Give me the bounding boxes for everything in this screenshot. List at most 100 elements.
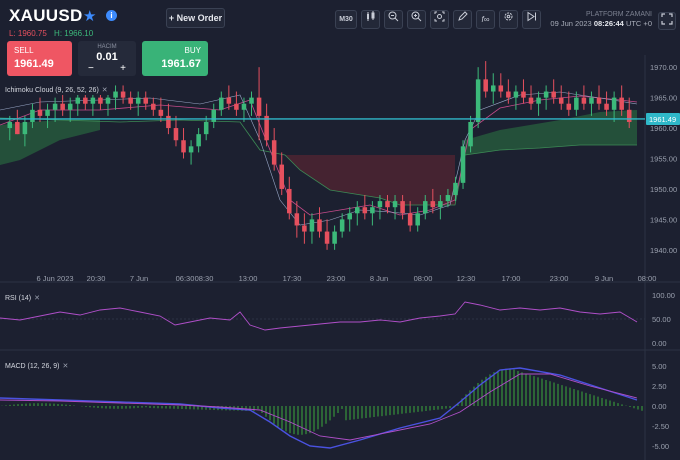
platform-label: PLATFORM ZAMANI: [586, 11, 652, 18]
bull-candle: [438, 201, 443, 208]
bear-candle: [407, 213, 413, 226]
bull-candle: [513, 91, 519, 98]
settings-gear-icon[interactable]: [499, 10, 518, 29]
price-tick-label: 1950.00: [650, 185, 677, 194]
platform-time: PLATFORM ZAMANI 09 Jun 2023 08:26:44 UTC…: [540, 11, 652, 28]
draw-pencil-icon[interactable]: [453, 10, 472, 29]
platform-clock-readout: 09 Jun 2023 08:26:44 UTC +0: [540, 19, 652, 28]
zoom-out-icon[interactable]: [384, 10, 403, 29]
rsi-tick-label: 50.00: [652, 315, 671, 324]
bull-candle: [309, 219, 315, 232]
bear-candle: [181, 140, 186, 153]
bear-candle: [294, 213, 300, 226]
buy-label: BUY: [184, 46, 201, 55]
bull-candle: [574, 97, 579, 110]
info-icon[interactable]: i: [106, 10, 117, 21]
bull-candle: [52, 103, 58, 110]
bull-candle: [611, 97, 617, 110]
bear-candle: [83, 97, 88, 104]
time-tick-label: 17:30: [283, 274, 302, 283]
timeframe-button[interactable]: M30: [335, 10, 357, 29]
zoom-in-icon[interactable]: [407, 10, 426, 29]
bear-candle: [226, 97, 232, 104]
bull-candle: [415, 213, 420, 226]
bear-candle: [98, 97, 103, 104]
price-tick-label: 1960.00: [650, 124, 677, 133]
trade-header: XAUUSD ★ i L: 1960.75 H: 1966.10 + New O…: [0, 0, 680, 82]
bull-candle: [536, 97, 541, 104]
buy-price: 1961.67: [161, 58, 201, 70]
buy-button[interactable]: BUY 1961.67: [142, 41, 208, 76]
bear-candle: [166, 115, 171, 129]
close-icon[interactable]: ✕: [101, 87, 108, 94]
bull-candle: [135, 97, 141, 104]
bear-candle: [302, 225, 307, 232]
candle-type-icon[interactable]: [361, 10, 380, 29]
time-tick-label: 6 Jun 2023: [36, 274, 73, 283]
bear-candle: [287, 188, 292, 214]
time-tick-label: 08:00: [638, 274, 657, 283]
bull-candle: [355, 207, 360, 214]
ichimoku-legend[interactable]: Ichimoku Cloud (9, 26, 52, 26) ✕: [3, 85, 110, 95]
bear-candle: [37, 109, 43, 116]
bull-candle: [188, 146, 194, 153]
bear-candle: [256, 97, 262, 116]
lot-value[interactable]: 0.01: [96, 51, 118, 63]
bull-candle: [589, 97, 594, 104]
bear-candle: [120, 91, 126, 98]
time-tick-label: 8 Jun: [370, 274, 388, 283]
bear-candle: [362, 207, 368, 214]
bull-candle: [203, 121, 209, 135]
close-icon[interactable]: ✕: [34, 295, 40, 302]
close-icon[interactable]: ✕: [62, 363, 69, 370]
indicator-fx-icon[interactable]: f∞: [476, 10, 495, 29]
bear-candle: [558, 97, 564, 104]
bull-candle: [453, 182, 458, 196]
current-price-tag: [646, 112, 680, 125]
time-tick-label: 7 Jun: [130, 274, 148, 283]
screenshot-icon[interactable]: [430, 10, 449, 29]
lot-size-stepper: HACIM 0.01 − +: [78, 41, 136, 76]
bear-candle: [528, 97, 534, 104]
bear-candle: [498, 85, 504, 92]
rsi-legend[interactable]: RSI (14) ✕: [3, 293, 42, 303]
bear-candle: [279, 164, 284, 189]
fullscreen-icon[interactable]: [658, 12, 676, 30]
rsi-tick-label: 100.00: [652, 291, 675, 300]
bear-candle: [317, 219, 322, 232]
bear-candle: [626, 109, 632, 122]
bull-candle: [196, 134, 201, 147]
bull-candle: [90, 97, 96, 104]
macd-tick-label: 5.00: [652, 362, 667, 371]
macd-line: [0, 367, 638, 449]
symbol-title[interactable]: XAUUSD: [9, 6, 83, 25]
cloud-bear-area: [285, 155, 455, 205]
bull-candle: [45, 109, 50, 116]
bear-candle: [143, 97, 149, 104]
sell-price: 1961.49: [14, 58, 54, 70]
macd-legend[interactable]: MACD (12, 26, 9) ✕: [3, 361, 71, 371]
bull-candle: [22, 121, 28, 135]
price-tick-label: 1955.00: [650, 155, 677, 164]
bull-candle: [30, 109, 35, 122]
bull-candle: [105, 97, 111, 104]
star-icon[interactable]: ★: [83, 8, 97, 25]
current-price-label: 1961.49: [649, 115, 676, 124]
bear-candle: [15, 121, 20, 135]
lot-label: HACIM: [97, 44, 117, 50]
bear-candle: [619, 97, 624, 110]
price-tick-label: 1970.00: [650, 63, 677, 72]
bull-candle: [460, 146, 466, 183]
replay-icon[interactable]: [522, 10, 541, 29]
lot-decrease-button[interactable]: −: [88, 63, 94, 74]
sell-button[interactable]: SELL 1961.49: [7, 41, 72, 76]
platform-clock: 08:26:44: [593, 19, 624, 28]
time-tick-label: 9 Jun: [595, 274, 613, 283]
bull-candle: [75, 97, 81, 104]
lot-increase-button[interactable]: +: [120, 63, 126, 74]
new-order-button[interactable]: + New Order: [166, 8, 225, 28]
bull-candle: [370, 207, 375, 214]
time-tick-label: 08:30: [195, 274, 214, 283]
bear-candle: [506, 91, 511, 98]
